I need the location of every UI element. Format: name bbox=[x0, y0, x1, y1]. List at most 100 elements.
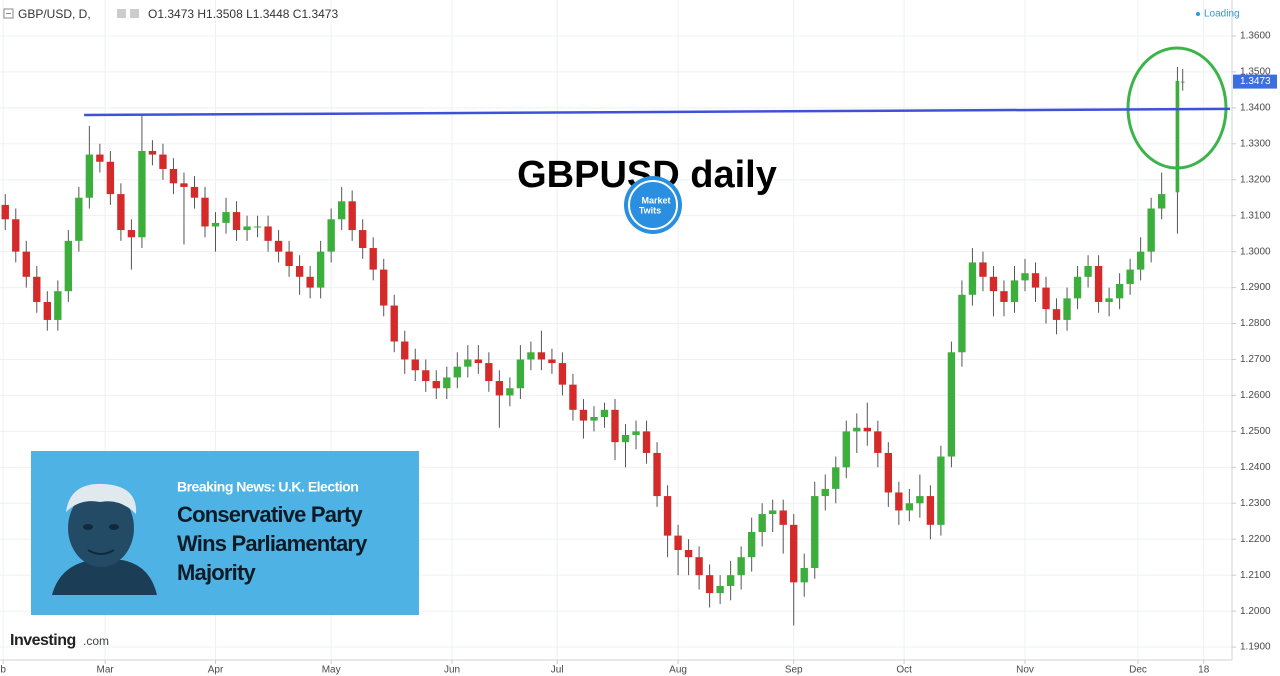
x-tick-label: Jun bbox=[444, 665, 460, 676]
candle-body bbox=[916, 496, 924, 504]
candle-body bbox=[611, 409, 619, 443]
y-tick-label: 1.2000 bbox=[1240, 606, 1271, 617]
candle-body bbox=[138, 150, 146, 238]
y-tick-label: 1.2800 bbox=[1240, 318, 1271, 329]
candle-body bbox=[695, 557, 703, 576]
candle-body bbox=[211, 222, 220, 227]
last-price-label: 1.3473 bbox=[1240, 76, 1271, 87]
x-tick-label: Jul bbox=[551, 665, 564, 676]
candle-body bbox=[337, 201, 346, 220]
candle-body bbox=[485, 363, 493, 382]
candle-body bbox=[85, 154, 94, 198]
candle-body bbox=[769, 510, 777, 515]
candle-body bbox=[380, 269, 388, 306]
candle-body bbox=[926, 496, 935, 525]
y-tick-label: 1.3300 bbox=[1240, 138, 1271, 149]
candle-body bbox=[653, 452, 661, 497]
candle-body bbox=[54, 291, 62, 320]
candle-body bbox=[390, 305, 398, 342]
candle-body bbox=[474, 359, 483, 364]
candle-body bbox=[716, 585, 724, 594]
candle-body bbox=[274, 240, 283, 252]
candle-body bbox=[1021, 273, 1029, 281]
portrait bbox=[52, 483, 157, 595]
candle-body bbox=[75, 197, 83, 241]
brand-suffix: .com bbox=[83, 634, 109, 648]
candle-body bbox=[401, 341, 409, 360]
news-kicker: Breaking News: U.K. Election bbox=[177, 479, 358, 495]
candle-body bbox=[821, 488, 829, 497]
candle-body bbox=[422, 370, 430, 382]
candle-body bbox=[684, 550, 693, 558]
candle-body bbox=[1105, 298, 1113, 302]
news-headline: Conservative Party bbox=[177, 502, 363, 527]
candles bbox=[1, 66, 1185, 626]
y-tick-label: 1.1900 bbox=[1240, 642, 1271, 653]
candle-body bbox=[737, 557, 745, 576]
y-tick-label: 1.3100 bbox=[1240, 210, 1271, 221]
icon[interactable] bbox=[117, 9, 126, 18]
news-headline: Majority bbox=[177, 560, 257, 585]
y-tick-label: 1.3200 bbox=[1240, 174, 1271, 185]
candle-body bbox=[96, 154, 104, 162]
candle-body bbox=[674, 535, 682, 550]
y-tick-label: 1.2400 bbox=[1240, 462, 1271, 473]
candle-body bbox=[1157, 194, 1166, 209]
candle-body bbox=[1042, 287, 1050, 310]
candle-body bbox=[495, 381, 504, 396]
candle-body bbox=[148, 150, 157, 155]
candle-body bbox=[222, 212, 230, 223]
candle-body bbox=[264, 226, 272, 241]
x-tick-label: Dec bbox=[1129, 665, 1147, 676]
candle-body bbox=[1010, 280, 1019, 302]
collapse-icon[interactable] bbox=[3, 8, 14, 19]
news-headline: Wins Parliamentary bbox=[177, 531, 368, 556]
candle-body bbox=[1126, 269, 1134, 284]
candle-body bbox=[790, 524, 798, 583]
candle-body bbox=[159, 154, 167, 169]
candle-body bbox=[548, 359, 556, 364]
x-tick-label: Nov bbox=[1016, 665, 1034, 676]
candle-body bbox=[853, 427, 861, 432]
candle-body bbox=[590, 416, 598, 421]
status-dot bbox=[1196, 12, 1200, 16]
y-tick-label: 1.2300 bbox=[1240, 498, 1271, 509]
candle-body bbox=[632, 431, 640, 435]
candle-body bbox=[779, 510, 787, 525]
candle-body bbox=[464, 359, 472, 367]
candle-body bbox=[811, 496, 819, 568]
candle-body bbox=[905, 503, 914, 511]
candle-body bbox=[527, 352, 535, 360]
candle-body bbox=[989, 276, 998, 292]
candle-body bbox=[127, 230, 136, 238]
candle-body bbox=[558, 363, 567, 385]
y-tick-label: 1.3000 bbox=[1240, 246, 1271, 257]
candle-body bbox=[1136, 251, 1145, 270]
candle-body bbox=[642, 431, 651, 453]
y-tick-label: 1.2900 bbox=[1240, 282, 1271, 293]
candle-body bbox=[895, 492, 903, 511]
candle-body bbox=[947, 352, 956, 457]
candle-body bbox=[663, 496, 672, 536]
candle-body bbox=[453, 366, 461, 378]
y-tick-label: 1.2200 bbox=[1240, 534, 1271, 545]
icon[interactable] bbox=[130, 9, 139, 18]
candle-body bbox=[190, 186, 199, 198]
candle-body bbox=[1175, 80, 1180, 193]
y-tick-label: 1.3400 bbox=[1240, 102, 1271, 113]
x-tick-label: Apr bbox=[208, 665, 224, 676]
candle-body bbox=[832, 467, 840, 489]
x-tick-label: Sep bbox=[785, 665, 803, 676]
candle-body bbox=[359, 230, 367, 249]
candle-body bbox=[1115, 283, 1124, 299]
candle-body bbox=[516, 359, 525, 389]
candle-body bbox=[1084, 266, 1092, 277]
x-tick-label: Aug bbox=[669, 665, 687, 676]
candle-body bbox=[285, 251, 293, 267]
ticks: 1.1900 1.2000 1.2100 1.2200 1.2300 1.2400 1.25… bbox=[0, 31, 1271, 676]
candle-body bbox=[1147, 208, 1155, 252]
x-tick-label: 18 bbox=[1198, 665, 1210, 676]
y-tick-label: 1.3600 bbox=[1240, 31, 1271, 42]
candle-body bbox=[958, 294, 966, 353]
candle-body bbox=[1063, 298, 1071, 320]
